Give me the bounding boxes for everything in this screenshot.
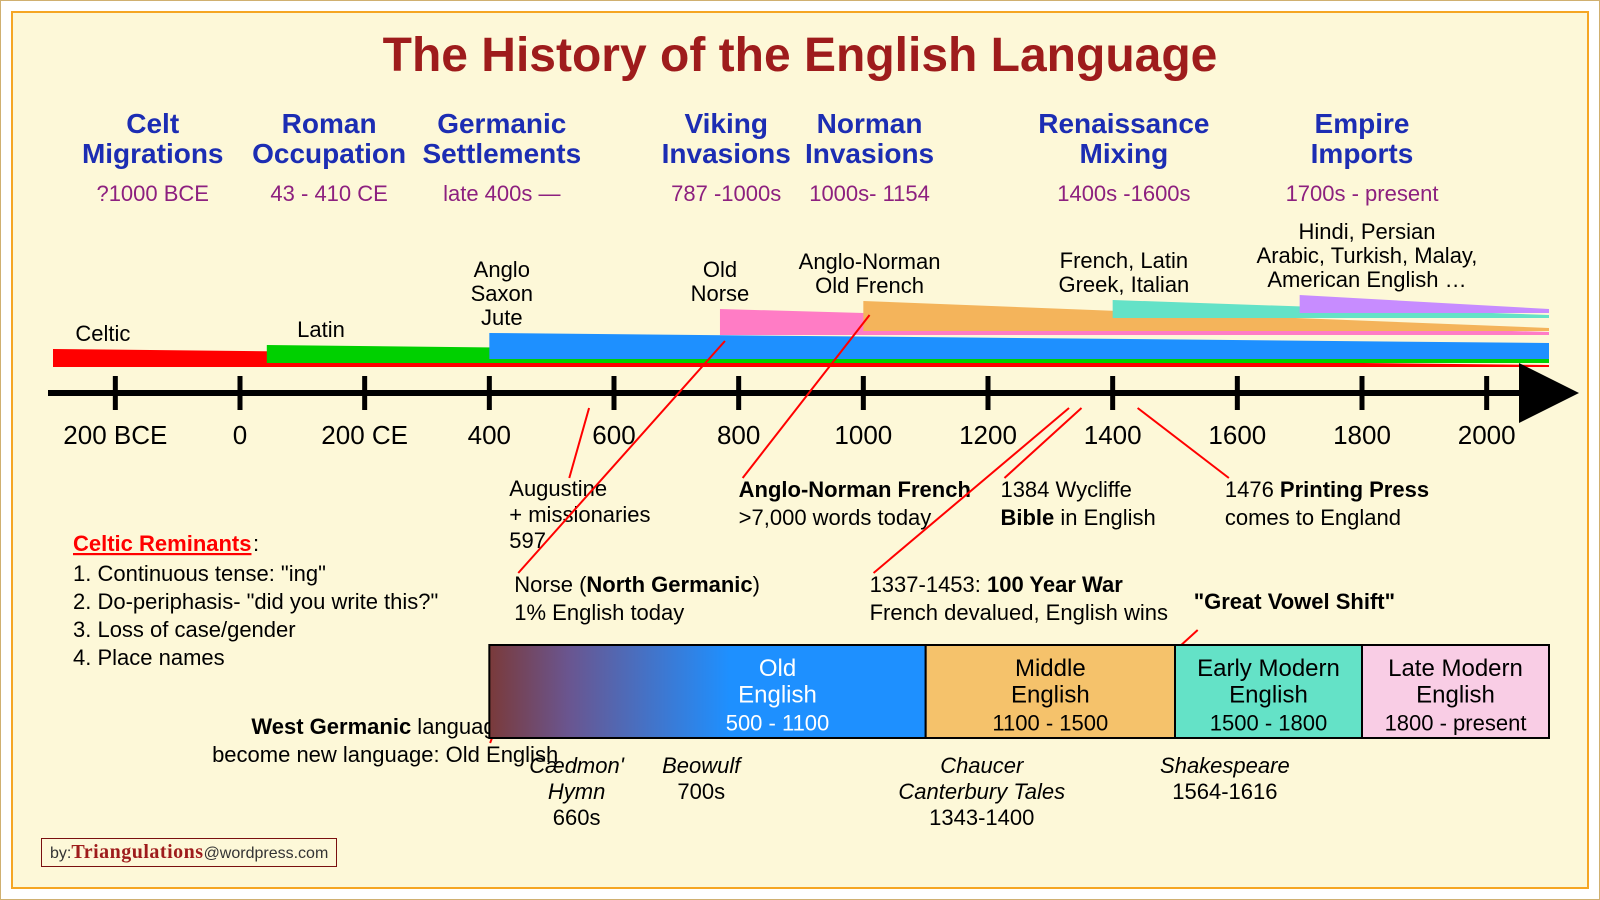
callout-pointer bbox=[518, 341, 725, 573]
axis-tick-label: 600 bbox=[592, 420, 635, 450]
period-label: Middle bbox=[1015, 655, 1086, 682]
era-date: ?1000 BCE bbox=[96, 181, 209, 206]
callout-text: + missionaries bbox=[509, 502, 650, 527]
celtic-remnants-colon: : bbox=[253, 531, 259, 556]
era-date: 1000s- 1154 bbox=[809, 181, 930, 206]
axis-tick-label: 1600 bbox=[1208, 420, 1266, 450]
language-label: Saxon bbox=[471, 281, 533, 306]
credit-prefix: by: bbox=[50, 845, 71, 862]
era-date: 1700s - present bbox=[1286, 181, 1439, 206]
axis-tick-label: 0 bbox=[233, 420, 247, 450]
language-label: Celtic bbox=[75, 321, 130, 346]
era-title: Imports bbox=[1311, 138, 1414, 169]
period-label: English bbox=[1416, 681, 1495, 708]
literature-label: Shakespeare bbox=[1160, 753, 1290, 778]
period-label: English bbox=[1011, 681, 1090, 708]
language-label: Old bbox=[703, 257, 737, 282]
credit-box: by:Triangulations@wordpress.com bbox=[41, 838, 337, 867]
language-label: American English … bbox=[1267, 267, 1466, 292]
era-title: Migrations bbox=[82, 138, 224, 169]
era-title: Viking bbox=[684, 108, 768, 139]
language-label: Norse bbox=[691, 281, 750, 306]
period-box bbox=[489, 645, 925, 738]
era-title: Celt bbox=[126, 108, 179, 139]
credit-suffix: @wordpress.com bbox=[204, 845, 329, 862]
celtic-remnants-line: 4. Place names bbox=[73, 645, 225, 670]
period-range: 1800 - present bbox=[1385, 711, 1527, 736]
language-label: Old French bbox=[815, 273, 924, 298]
literature-label: Chaucer bbox=[940, 753, 1025, 778]
celtic-remnants-title: Celtic Reminants bbox=[73, 531, 252, 556]
era-title: Occupation bbox=[252, 138, 406, 169]
period-range: 1100 - 1500 bbox=[992, 711, 1108, 736]
era-title: Germanic bbox=[437, 108, 566, 139]
axis-tick-label: 1000 bbox=[834, 420, 892, 450]
era-title: Invasions bbox=[805, 138, 934, 169]
page-inner: The History of the English Language Celt… bbox=[11, 11, 1589, 889]
timeline-chart: CeltMigrations ?1000 BCE RomanOccupation 43… bbox=[13, 13, 1589, 889]
language-label: Greek, Italian bbox=[1058, 272, 1189, 297]
era-date: late 400s — bbox=[443, 181, 560, 206]
era-title: Renaissance bbox=[1038, 108, 1209, 139]
period-label: English bbox=[738, 681, 817, 708]
language-label: Hindi, Persian bbox=[1299, 219, 1436, 244]
literature-label: Beowulf bbox=[662, 753, 743, 778]
celtic-remnants-line: 1. Continuous tense: "ing" bbox=[73, 561, 326, 586]
literature-label: Hymn bbox=[548, 779, 605, 804]
era-date: 43 - 410 CE bbox=[270, 181, 387, 206]
language-bar bbox=[1300, 295, 1549, 313]
celtic-remnants-line: 2. Do-periphasis- "did you write this?" bbox=[73, 589, 438, 614]
literature-label: Cædmon' bbox=[529, 753, 624, 778]
era-date: 1400s -1600s bbox=[1057, 181, 1190, 206]
era-title: Mixing bbox=[1080, 138, 1169, 169]
language-label: French, Latin bbox=[1060, 248, 1188, 273]
era-date: 787 -1000s bbox=[671, 181, 781, 206]
axis-tick-label: 200 BCE bbox=[63, 420, 167, 450]
literature-label: 1343-1400 bbox=[929, 805, 1034, 830]
period-label: Old bbox=[759, 655, 796, 682]
callout-text: 1476 Printing Presscomes to England bbox=[1225, 476, 1585, 596]
language-label: Anglo bbox=[474, 257, 530, 282]
axis-tick-label: 400 bbox=[468, 420, 511, 450]
era-title: Settlements bbox=[422, 138, 581, 169]
axis-tick-label: 1800 bbox=[1333, 420, 1391, 450]
language-label: Jute bbox=[481, 305, 523, 330]
axis-tick-label: 200 CE bbox=[321, 420, 408, 450]
language-label: Arabic, Turkish, Malay, bbox=[1257, 243, 1478, 268]
period-label: Late Modern bbox=[1388, 655, 1523, 682]
era-title: Norman bbox=[817, 108, 923, 139]
literature-label: 700s bbox=[677, 779, 725, 804]
page-outer: The History of the English Language Celt… bbox=[0, 0, 1600, 900]
literature-label: 660s bbox=[553, 805, 601, 830]
callout-pointer bbox=[569, 408, 589, 478]
period-label: English bbox=[1229, 681, 1308, 708]
celtic-remnants-line: 3. Loss of case/gender bbox=[73, 617, 296, 642]
literature-label: Canterbury Tales bbox=[898, 779, 1065, 804]
era-title: Empire bbox=[1315, 108, 1410, 139]
axis-tick-label: 800 bbox=[717, 420, 760, 450]
language-label: Anglo-Norman bbox=[799, 249, 941, 274]
axis-tick-label: 1400 bbox=[1084, 420, 1142, 450]
language-label: Latin bbox=[297, 317, 345, 342]
period-label: Early Modern bbox=[1197, 655, 1340, 682]
axis-tick-label: 1200 bbox=[959, 420, 1017, 450]
axis-tick-label: 2000 bbox=[1458, 420, 1516, 450]
period-range: 500 - 1100 bbox=[726, 711, 830, 736]
era-title: Roman bbox=[282, 108, 377, 139]
period-range: 1500 - 1800 bbox=[1210, 711, 1327, 736]
era-title: Invasions bbox=[662, 138, 791, 169]
literature-label: 1564-1616 bbox=[1172, 779, 1277, 804]
credit-brand: Triangulations bbox=[71, 841, 203, 863]
language-bar bbox=[489, 333, 1549, 359]
